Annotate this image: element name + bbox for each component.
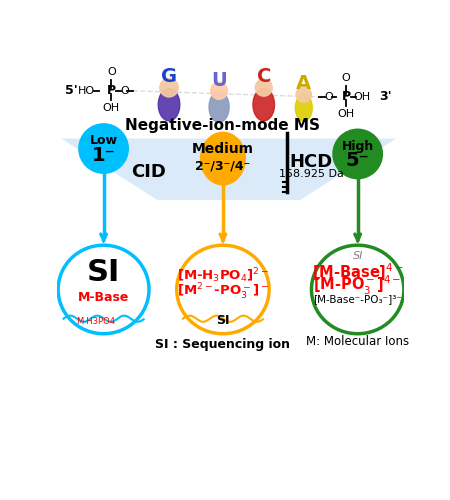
Text: OH: OH <box>103 103 120 113</box>
Circle shape <box>78 123 129 174</box>
Text: SI : Sequencing ion: SI : Sequencing ion <box>155 338 290 351</box>
Ellipse shape <box>253 88 274 121</box>
Text: OH: OH <box>354 92 371 102</box>
Text: 158.925 Da: 158.925 Da <box>279 169 344 179</box>
Polygon shape <box>61 138 396 200</box>
Text: C: C <box>256 66 271 86</box>
Circle shape <box>211 82 228 100</box>
Ellipse shape <box>158 88 180 121</box>
Text: [M-Base]$^{4-}$: [M-Base]$^{4-}$ <box>312 262 404 283</box>
Circle shape <box>160 78 178 97</box>
Text: HCD: HCD <box>290 152 333 170</box>
Text: P: P <box>107 84 116 98</box>
Text: U: U <box>211 70 227 90</box>
Text: G: G <box>161 66 177 86</box>
Text: Low: Low <box>90 134 117 147</box>
Text: Negative-ion-mode MS: Negative-ion-mode MS <box>126 118 320 133</box>
Text: HO: HO <box>78 86 95 96</box>
Text: High: High <box>342 140 374 152</box>
Ellipse shape <box>200 132 246 186</box>
Circle shape <box>332 128 383 180</box>
Text: M-H3PO4: M-H3PO4 <box>76 318 115 326</box>
Text: SI: SI <box>216 314 230 327</box>
Text: [M-PO$_3^-$]$^{4-}$: [M-PO$_3^-$]$^{4-}$ <box>314 274 402 297</box>
Text: P: P <box>342 90 351 104</box>
Circle shape <box>255 79 272 96</box>
Text: [M-H$_3$PO$_4$]$^{2-}$: [M-H$_3$PO$_4$]$^{2-}$ <box>177 266 269 285</box>
Text: OH: OH <box>338 110 355 120</box>
Ellipse shape <box>295 94 312 121</box>
Text: O: O <box>107 67 116 77</box>
Text: [M-Base⁻-PO₃⁻]³⁻: [M-Base⁻-PO₃⁻]³⁻ <box>313 294 402 304</box>
Text: O: O <box>324 92 333 102</box>
Text: CID: CID <box>131 162 166 180</box>
Text: M: Molecular Ions: M: Molecular Ions <box>306 336 409 348</box>
Text: O: O <box>120 86 129 96</box>
Text: [M$^{2-}$-PO$_3^-$]$^-$: [M$^{2-}$-PO$_3^-$]$^-$ <box>177 282 269 302</box>
Text: SI: SI <box>87 258 120 287</box>
Ellipse shape <box>209 92 229 122</box>
Ellipse shape <box>311 245 404 334</box>
Text: A: A <box>296 74 311 92</box>
Text: 1⁻: 1⁻ <box>92 146 116 165</box>
Ellipse shape <box>58 245 149 334</box>
Text: 3': 3' <box>379 90 392 104</box>
Text: Medium: Medium <box>192 142 254 156</box>
Text: 2⁻/3⁻/4⁻: 2⁻/3⁻/4⁻ <box>195 160 251 173</box>
Text: O: O <box>342 73 351 83</box>
Text: 5⁻: 5⁻ <box>346 152 369 171</box>
Circle shape <box>296 87 311 102</box>
Text: 5': 5' <box>65 84 78 98</box>
Text: M-Base: M-Base <box>78 290 129 304</box>
Text: SI: SI <box>352 250 363 260</box>
Ellipse shape <box>177 245 269 334</box>
